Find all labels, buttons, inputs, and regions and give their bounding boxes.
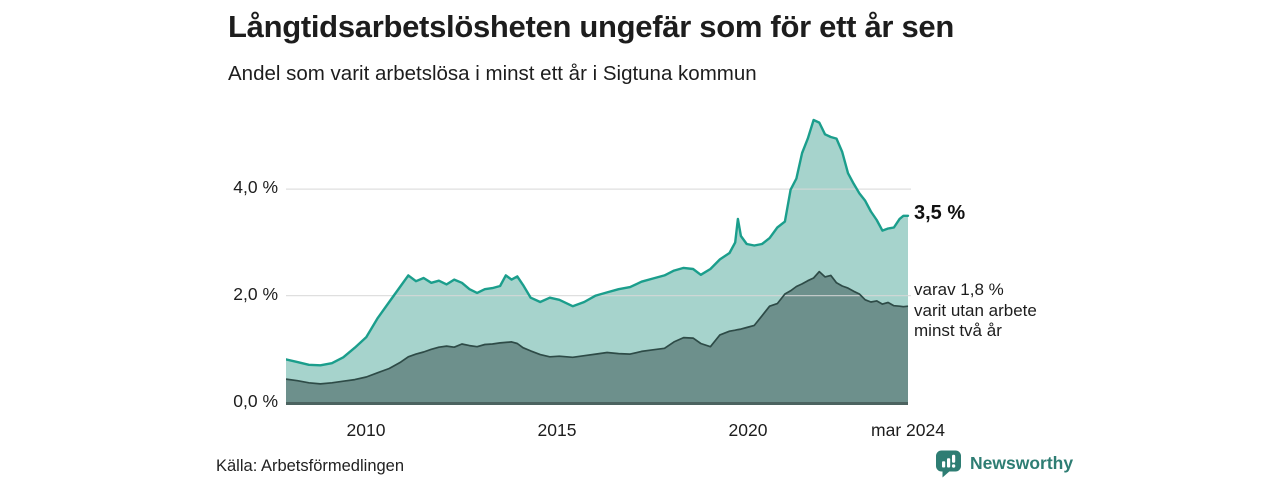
newsworthy-logo: Newsworthy (934, 449, 1073, 478)
secondary-value-label: varav 1,8 % varit utan arbete minst två … (914, 280, 1037, 340)
total-line (286, 118, 910, 367)
secondary-area-fill (286, 271, 908, 402)
y-axis-tick-2: 2,0 % (233, 284, 278, 304)
x-axis-tick-2020: 2020 (728, 420, 768, 440)
brand-name: Newsworthy (970, 453, 1074, 473)
newsworthy-bubble-icon (936, 450, 961, 478)
chart-subtitle: Andel som varit arbetslösa i minst ett å… (228, 62, 757, 85)
source-attribution: Källa: Arbetsförmedlingen (216, 457, 405, 475)
x-axis-tick-mar-2024: mar 2024 (871, 420, 945, 440)
latest-value-label: 3,5 % (914, 202, 966, 224)
y-axis-tick-0: 0,0 % (233, 391, 278, 411)
unemployment-area-chart (286, 118, 911, 405)
y-axis-tick-4: 4,0 % (233, 177, 278, 197)
page-title: Långtidsarbetslösheten ungefär som för e… (228, 9, 955, 44)
secondary-line (286, 270, 909, 385)
x-axis-tick-2015: 2015 (537, 420, 577, 440)
x-axis-tick-2010: 2010 (346, 420, 386, 440)
